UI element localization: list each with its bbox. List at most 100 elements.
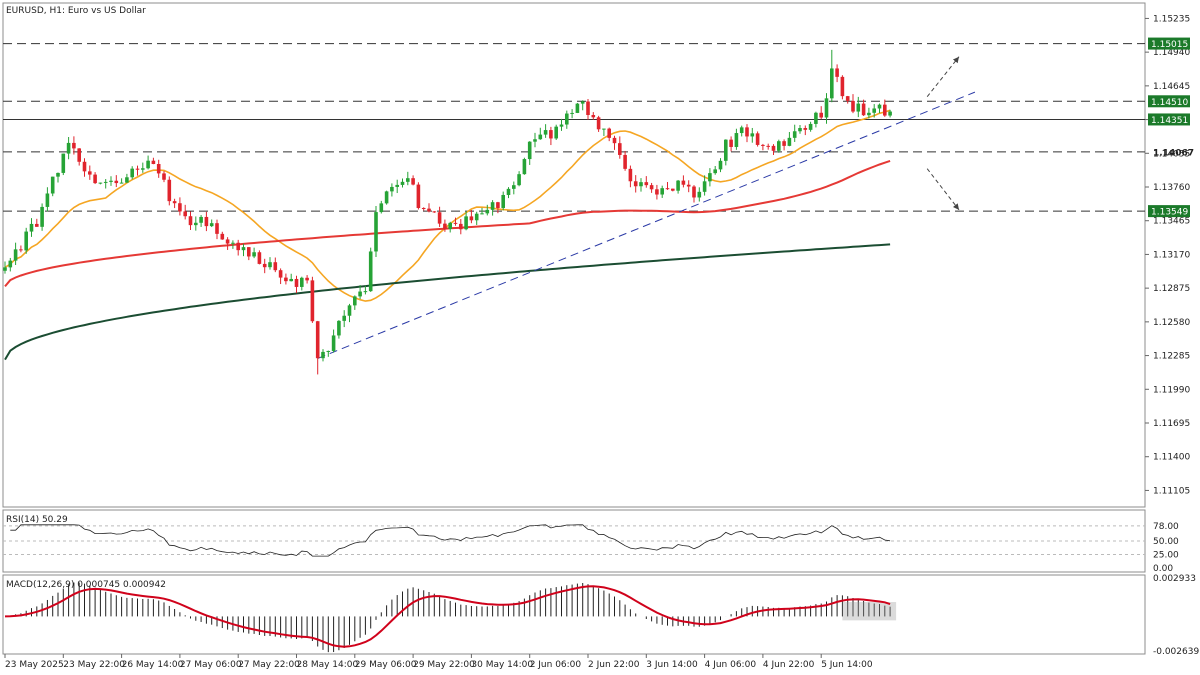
candle-body — [146, 160, 150, 169]
candle-body — [580, 101, 585, 104]
macd-panel-frame — [2, 574, 1146, 655]
price-tick-label: 1.14055 — [1153, 149, 1190, 159]
time-tick-label: 27 May 22:00 — [238, 660, 300, 670]
candle-body — [390, 186, 394, 192]
candle-body — [178, 203, 182, 212]
horizontal-levels — [3, 43, 1145, 212]
candle-body — [268, 262, 272, 268]
candle-body — [278, 270, 283, 278]
candle-body — [724, 139, 728, 161]
candle-body — [602, 128, 606, 130]
candle-body — [368, 251, 373, 292]
candle-body — [125, 177, 129, 183]
candle-body — [448, 222, 452, 230]
price-tick-label: 1.11400 — [1153, 453, 1190, 463]
moving-averages — [4, 109, 891, 361]
candle-body — [331, 335, 336, 351]
candle-body — [241, 247, 246, 251]
candle-body — [464, 216, 468, 230]
candle-body — [480, 213, 484, 215]
candle-body — [236, 242, 240, 251]
candle-body — [792, 131, 797, 138]
candle-body — [194, 222, 198, 226]
price-tick-label: 1.11990 — [1153, 385, 1190, 395]
candle-body — [188, 216, 193, 226]
candle-body — [50, 176, 55, 194]
candle-body — [671, 188, 675, 191]
price-level-badge — [1148, 37, 1190, 50]
candle-body — [156, 164, 161, 174]
candle-body — [151, 160, 156, 165]
candle-body — [35, 223, 39, 227]
time-tick-label: 28 May 14:00 — [297, 660, 359, 670]
price-tick-label: 1.11105 — [1153, 486, 1190, 496]
candle-body — [247, 247, 251, 257]
candle-body — [88, 171, 92, 175]
candle-body — [612, 137, 617, 144]
candle-body — [337, 320, 341, 336]
candle-body — [82, 161, 87, 172]
macd-highlight-box — [842, 602, 897, 621]
candle-body — [808, 123, 813, 130]
rsi-indicator: 78.00 50.00 25.00 0.00 — [3, 522, 1179, 574]
candle-body — [840, 76, 845, 97]
macd-signal-line — [4, 585, 891, 648]
candle-body — [570, 112, 574, 114]
candle-body — [713, 169, 717, 174]
candle-body — [225, 239, 230, 244]
candle-body — [305, 277, 309, 281]
ma-20-line — [4, 109, 891, 302]
candle-body — [459, 223, 463, 230]
ma-100-line — [4, 159, 891, 288]
candle-body — [220, 233, 225, 240]
candle-body — [262, 263, 267, 268]
price-tick-label: 1.12285 — [1153, 352, 1190, 362]
candle-body — [877, 104, 882, 109]
candle-body — [231, 242, 235, 244]
time-tick-label: 26 May 14:00 — [122, 660, 184, 670]
candle-body — [596, 117, 601, 130]
candle-body — [543, 130, 548, 135]
price-tick-label: 1.13465 — [1153, 217, 1190, 227]
time-tick-label: 3 Jun 14:00 — [646, 660, 698, 670]
price-tick-label: 1.14645 — [1153, 82, 1190, 92]
candle-body — [172, 201, 177, 204]
candle-body — [45, 193, 50, 207]
candle-body — [527, 141, 532, 160]
candle-body — [660, 188, 664, 195]
candle-body — [183, 211, 187, 217]
candle-body — [517, 174, 521, 186]
candle-body — [29, 223, 34, 232]
candle-body — [395, 184, 399, 187]
candle-body — [766, 145, 770, 147]
candle-body — [665, 188, 670, 190]
candle-body — [204, 216, 209, 227]
time-tick-label: 29 May 22:00 — [413, 660, 475, 670]
candle-body — [861, 103, 866, 116]
candle-body — [506, 188, 511, 195]
candle-body — [98, 182, 103, 184]
candle-body — [103, 181, 108, 183]
candle-body — [575, 103, 580, 113]
macd-tick-label: 0.002933 — [1153, 574, 1196, 584]
candle-body — [209, 223, 214, 227]
time-tick-label: 30 May 14:00 — [471, 660, 533, 670]
projection-arrows — [926, 56, 960, 211]
candle-body — [421, 207, 426, 209]
candle-body — [718, 160, 723, 170]
candle-body — [114, 180, 119, 184]
candle-body — [686, 184, 691, 187]
time-tick-label: 4 Jun 22:00 — [763, 660, 815, 670]
rsi-tick-label: 50.00 — [1153, 537, 1179, 547]
candle-body — [400, 181, 405, 185]
candle-body — [702, 181, 707, 192]
candle-body — [252, 252, 256, 257]
price-level-label: 1.14510 — [1151, 98, 1188, 108]
candle-body — [803, 128, 808, 130]
candle-body — [453, 222, 458, 224]
candle-body — [512, 185, 516, 189]
candle-body — [734, 133, 739, 147]
candle-body — [872, 108, 876, 113]
candle-body — [56, 172, 60, 177]
price-level-badge — [1148, 113, 1190, 126]
